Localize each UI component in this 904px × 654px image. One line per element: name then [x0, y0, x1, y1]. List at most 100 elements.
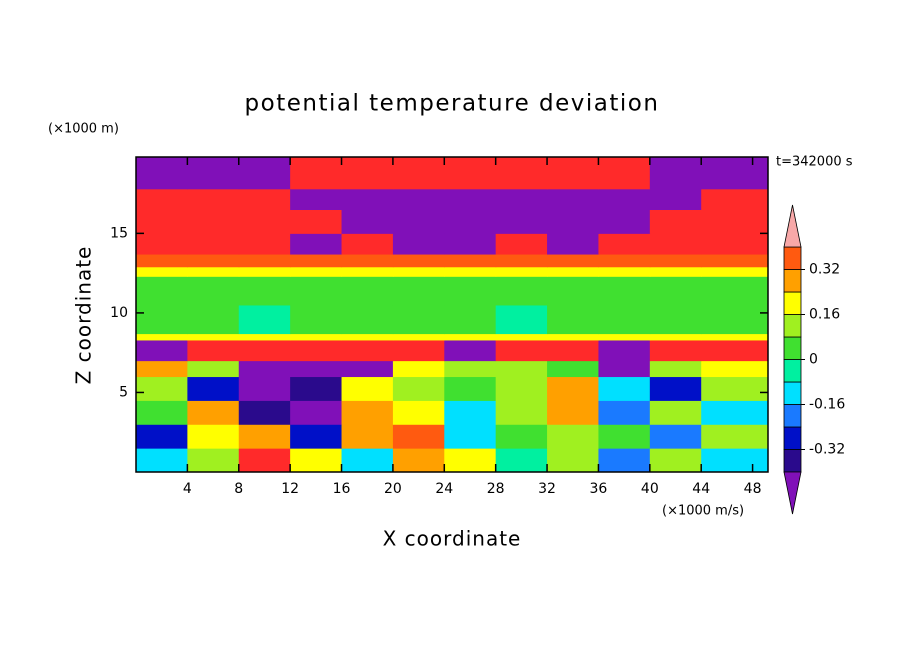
contour-cell: [701, 333, 769, 341]
contour-cell: [701, 400, 769, 425]
colorbar-tick-label: 0.32: [809, 262, 840, 278]
contour-cell: [136, 266, 188, 277]
contour-cell: [290, 304, 343, 335]
contour-cell: [444, 339, 497, 362]
contour-cell: [649, 209, 702, 234]
contour-cell: [187, 424, 240, 449]
colorbar-box: [783, 381, 802, 405]
y-tick-label: 15: [110, 225, 128, 241]
contour-cell: [187, 254, 240, 268]
contour-cell: [392, 304, 445, 335]
contour-cell: [598, 276, 651, 306]
contour-cell: [649, 448, 702, 473]
contour-cell: [444, 276, 497, 306]
x-tick-label: 12: [281, 481, 299, 497]
contour-cell: [547, 400, 599, 425]
contour-cell: [187, 400, 240, 425]
contour-cell: [444, 360, 497, 378]
contour-cell: [495, 188, 548, 210]
colorbar-box: [783, 404, 802, 428]
contour-cell: [547, 304, 599, 335]
contour-cell: [649, 188, 702, 210]
contour-cell: [649, 424, 702, 449]
contour-cell: [136, 360, 188, 378]
contour-cell: [701, 448, 769, 473]
contour-cell: [238, 254, 291, 268]
contour-cell: [238, 209, 291, 234]
contour-cell: [136, 254, 188, 268]
contour-cell: [598, 333, 651, 341]
contour-cell: [701, 360, 769, 378]
contour-cell: [187, 333, 240, 341]
contour-cell: [392, 266, 445, 277]
contour-cell: [341, 276, 394, 306]
colorbar-extend-low: [783, 471, 802, 515]
contour-cell: [547, 448, 599, 473]
contour-cell: [238, 188, 291, 210]
contour-cell: [136, 276, 188, 306]
contour-cell: [290, 360, 343, 378]
contour-cell: [392, 339, 445, 362]
contour-cell: [547, 233, 599, 255]
contour-cell: [290, 448, 343, 473]
contour-cell: [290, 254, 343, 268]
y-axis-title: Z coordinate: [72, 246, 96, 385]
contour-cell: [341, 304, 394, 335]
x-tick-label: 32: [538, 481, 556, 497]
contour-cell: [392, 188, 445, 210]
contour-cell: [649, 276, 702, 306]
contour-cell: [495, 360, 548, 378]
contour-field: [136, 157, 769, 473]
contour-cell: [341, 188, 394, 210]
contour-cell: [290, 424, 343, 449]
contour-cell: [495, 448, 548, 473]
contour-cell: [341, 254, 394, 268]
contour-cell: [238, 233, 291, 255]
x-tick-label: 16: [333, 481, 351, 497]
contour-cell: [444, 376, 497, 401]
contour-cell: [547, 333, 599, 341]
contour-cell: [187, 188, 240, 210]
contour-cell: [444, 448, 497, 473]
contour-cell: [495, 304, 548, 335]
contour-cell: [495, 276, 548, 306]
contour-cell: [598, 360, 651, 378]
contour-cell: [392, 276, 445, 306]
x-tick-label: 8: [234, 481, 243, 497]
contour-cell: [547, 276, 599, 306]
contour-cell: [136, 233, 188, 255]
contour-cell: [598, 233, 651, 255]
contour-cell: [187, 266, 240, 277]
contour-cell: [290, 266, 343, 277]
contour-cell: [547, 188, 599, 210]
contour-cell: [341, 448, 394, 473]
contour-cell: [238, 304, 291, 335]
contour-cell: [187, 157, 240, 190]
contour-cell: [701, 304, 769, 335]
contour-cell: [495, 424, 548, 449]
contour-cell: [136, 424, 188, 449]
colorbar-box: [783, 269, 802, 293]
contour-cell: [341, 266, 394, 277]
contour-cell: [547, 209, 599, 234]
contour-cell: [238, 339, 291, 362]
contour-cell: [136, 376, 188, 401]
contour-cell: [701, 254, 769, 268]
contour-cell: [238, 333, 291, 341]
contour-cell: [701, 157, 769, 190]
contour-cell: [495, 339, 548, 362]
contour-cell: [290, 376, 343, 401]
contour-cell: [701, 233, 769, 255]
contour-cell: [701, 424, 769, 449]
contour-cell: [290, 209, 343, 234]
contour-cell: [136, 448, 188, 473]
contour-cell: [392, 448, 445, 473]
y-unit: (×1000 m): [48, 122, 119, 137]
contour-cell: [547, 254, 599, 268]
contour-cell: [598, 400, 651, 425]
contour-cell: [341, 157, 394, 190]
contour-cell: [290, 339, 343, 362]
contour-cell: [444, 254, 497, 268]
colorbar-box: [783, 426, 802, 450]
